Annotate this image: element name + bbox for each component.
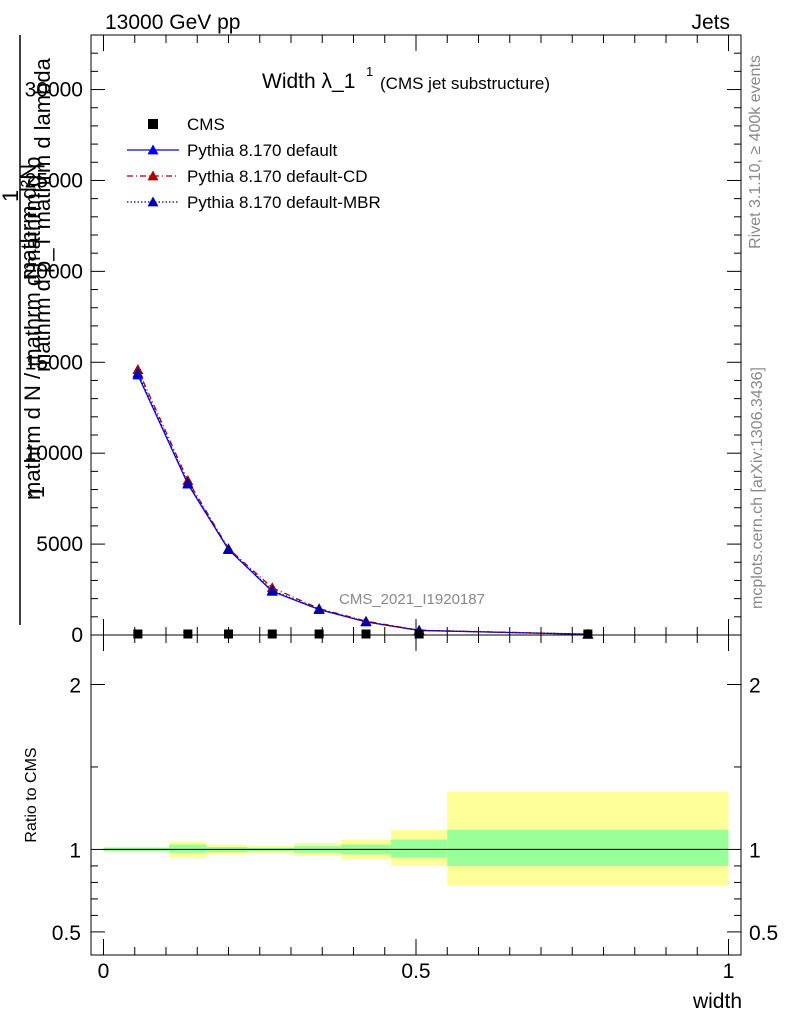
ratio-y-label: Ratio to CMS [23, 747, 40, 842]
chart-title: Width λ_1 1 (CMS jet substructure) [262, 64, 550, 93]
legend-label: Pythia 8.170 default [187, 141, 338, 160]
y-tick-label: 15000 [25, 351, 83, 374]
ratio-y-tick-label-right: 1 [749, 839, 761, 862]
legend-marker-triangle [147, 170, 159, 181]
ratio-band-inner [447, 829, 729, 866]
x-tick-label: 1 [723, 960, 735, 983]
cms-points [133, 629, 593, 639]
y-tick-label: 25000 [25, 169, 83, 192]
ratio-y-tick-label-right: 0.5 [749, 922, 778, 945]
main-y-label: 1 mathrm d N / mathrm d mathrm d p 1 mat… [0, 35, 55, 625]
x-axis-label: width [692, 990, 742, 1013]
series-marker [266, 584, 278, 595]
series-marker [360, 616, 372, 627]
ratio-band-inner [391, 839, 448, 858]
ylabel-one: 1 [24, 486, 49, 498]
ratio-y-tick-label: 0.5 [52, 922, 81, 945]
title-main: Width λ_1 [262, 70, 355, 93]
cms-point [314, 629, 324, 639]
legend: CMS Pythia 8.170 default Pythia 8.170 defa… [127, 115, 381, 212]
legend-marker-triangle [147, 144, 159, 155]
cms-point [133, 629, 143, 639]
cms-point [583, 629, 593, 639]
ratio-y-tick-label-right: 2 [749, 674, 761, 697]
header-left: 13000 GeV pp [105, 11, 240, 34]
ylabel-frac-den: mathrm d N / mathrm d mathrm d p [20, 156, 45, 500]
cms-point [183, 629, 193, 639]
y-tick-label: 0 [71, 624, 83, 647]
ylabel-frac-num: 1 [0, 190, 23, 202]
ratio-y-axis: 0.5 0.5 1 1 2 2 [52, 674, 778, 944]
series-marker [132, 367, 144, 378]
y-tick-label: 10000 [25, 442, 83, 465]
x-tick-label: 0.5 [401, 960, 430, 983]
mcplots-label: mcplots.cern.ch [arXiv:1306.3436] [749, 367, 766, 609]
ratio-bands [103, 791, 729, 886]
x-tick-label: 0 [98, 960, 110, 983]
legend-marker-square [148, 119, 158, 129]
legend-label: CMS [187, 115, 225, 134]
ratio-y-tick-label: 2 [69, 674, 81, 697]
series-marker [223, 543, 234, 554]
cms-point [361, 629, 371, 639]
series-marker [182, 477, 194, 488]
y-tick-label: 20000 [25, 260, 83, 283]
cms-point [224, 629, 233, 639]
title-sup: 1 [366, 64, 373, 79]
cms-point [267, 629, 277, 639]
series-marker [313, 603, 325, 614]
title-subtitle: (CMS jet substructure) [380, 74, 550, 93]
cms-point [414, 629, 424, 639]
analysis-watermark: CMS_2021_I1920187 [339, 591, 485, 608]
series-line [137, 369, 588, 635]
y-tick-label: 5000 [36, 533, 83, 556]
ratio-x-axis: 0 0.5 1 [98, 635, 735, 983]
series-line [137, 372, 588, 635]
header-right: Jets [691, 11, 730, 34]
main-y-axis: 0 5000 10000 15000 20000 25000 30000 [25, 52, 741, 647]
legend-marker-triangle [147, 196, 159, 207]
ratio-band-inner [169, 844, 207, 853]
ratio-y-tick-label: 1 [69, 839, 81, 862]
rivet-label: Rivet 3.1.10, ≥ 400k events [747, 55, 764, 249]
legend-label: Pythia 8.170 default-MBR [187, 193, 381, 212]
legend-label: Pythia 8.170 default-CD [187, 167, 368, 186]
ylabel-den: mathrm d p_T mathrm d lambda [30, 57, 55, 372]
y-tick-label: 30000 [25, 79, 83, 102]
